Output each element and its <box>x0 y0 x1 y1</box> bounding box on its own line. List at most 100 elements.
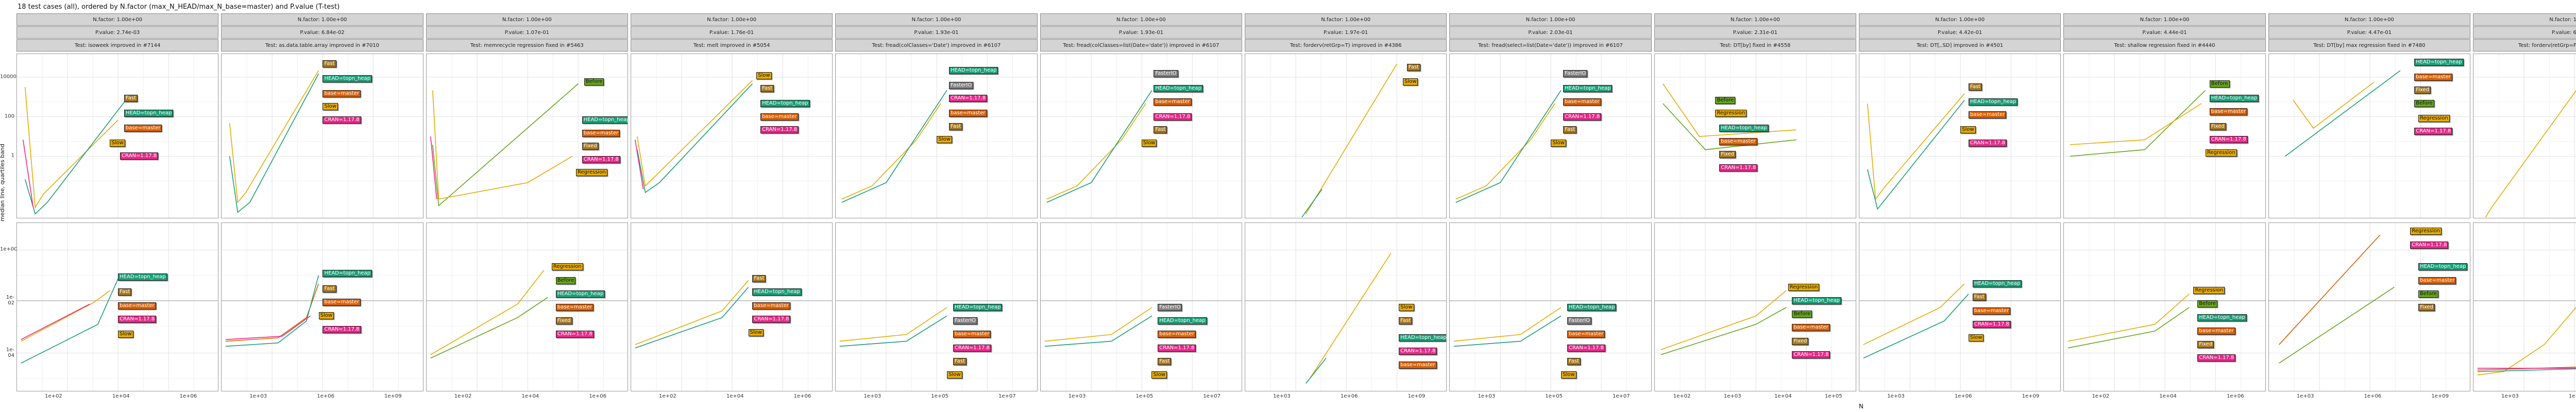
series-label-cran: CRAN=1.17.8 <box>1968 139 2007 147</box>
series-label-fasterio: FasterIO <box>1563 70 1588 78</box>
series-line-cran <box>23 140 34 208</box>
series-label-head: HEAD=topn_heap <box>118 273 167 281</box>
panel-seconds: Slow Fast HEAD=topn_heap CRAN=1.17.8 base=ma… <box>1245 222 1447 391</box>
series-line-regression <box>430 270 544 355</box>
y-tick-label: 1e-02 <box>6 294 14 306</box>
panel-plot <box>17 54 218 218</box>
series-label-before: Before <box>1792 311 1812 318</box>
x-tick-label: 1e+04 <box>2159 393 2177 399</box>
x-tick-label: 1e+04 <box>726 393 744 399</box>
series-line-head <box>229 74 319 213</box>
x-tick-label: 1e+06 <box>317 393 334 399</box>
series-label-base: base=master <box>1563 98 1601 106</box>
series-label-head: HEAD=topn_heap <box>555 290 605 298</box>
x-tick-label: 1e+06 <box>1954 393 1972 399</box>
series-label-fast: Fast <box>953 357 967 365</box>
x-tick-label: 1e+03 <box>2501 393 2519 399</box>
facet-strip-p-value: P.value: 4.47e-01 <box>2268 26 2470 39</box>
series-label-cran: CRAN=1.17.8 <box>582 156 620 163</box>
series-label-head: HEAD=topn_heap <box>2209 95 2259 102</box>
facet-column: N.factor: 1.00e+00 P.value: 4.44e-01 Test:… <box>2063 0 2266 412</box>
series-label-base: base=master <box>2197 327 2235 335</box>
facet-strip-p-value: P.value: 1.97e-01 <box>1245 26 1447 39</box>
series-label-slow: Slow <box>318 312 334 320</box>
panel-seconds: SlowFastbase=masterCRAN=1.17.8HEAD=topn_… <box>2473 222 2576 391</box>
facet-column: N.factor: 1.00e+00 P.value: 4.42e-01 Test:… <box>1859 0 2061 412</box>
series-label-cran: CRAN=1.17.8 <box>760 126 799 134</box>
x-tick-label: 1e+03 <box>1478 393 1496 399</box>
facet-strip-n-factor: N.factor: 1.00e+00 <box>2063 13 2266 26</box>
series-label-base: base=master <box>1567 331 1605 338</box>
panel-seconds: FasterIO HEAD=topn_heap base=master CRAN=1.… <box>1040 222 1242 391</box>
facet-strip-n-factor: N.factor: 1.00e+00 <box>2473 13 2576 26</box>
facet-strip-n-factor: N.factor: 1.00e+00 <box>631 13 833 26</box>
x-tick-label: 1e+09 <box>384 393 402 399</box>
facet-strip-test: Test: isoweek improved in #7144 <box>16 39 219 52</box>
series-label-fast: Fast <box>1154 126 1167 134</box>
x-tick-label: 1e+05 <box>1545 393 1563 399</box>
series-label-fast: Fast <box>1399 317 1413 325</box>
series-label-cran: CRAN=1.17.8 <box>2410 241 2449 249</box>
facet-strip-p-value: P.value: 6.66e-01 <box>2473 26 2576 39</box>
panel-kilobytes: FasterIO HEAD=topn_heap base=master CRAN=1.… <box>1040 54 1242 218</box>
panel-kilobytes: Before HEAD=topn_heap base=master Fixed CRAN… <box>426 54 628 218</box>
series-label-base: base=master <box>1719 138 1757 145</box>
series-label-fixed: Fixed <box>555 317 572 325</box>
facet-column: N.factor: 1.00e+00 P.value: 1.93e-01 Test:… <box>835 0 1038 412</box>
series-label-cran: CRAN=1.17.8 <box>949 95 988 102</box>
facet-strip-test: Test: DT[by] max regression fixed in #74… <box>2268 39 2470 52</box>
series-line-cran <box>226 315 311 340</box>
x-tick-label: 1e+05 <box>1136 393 1154 399</box>
x-tick-label: 1e+07 <box>1203 393 1221 399</box>
series-label-head: HEAD=topn_heap <box>323 270 372 278</box>
x-tick-label: 1e+02 <box>454 393 472 399</box>
series-line-head <box>21 278 118 364</box>
series-line-head <box>2284 70 2401 157</box>
series-line-head <box>1044 315 1152 347</box>
series-line-slow <box>1455 103 1555 200</box>
series-label-fixed: Fixed <box>2418 304 2435 311</box>
series-label-slow: Slow <box>756 72 772 79</box>
y-tick-label: 1e+00 <box>0 246 18 252</box>
series-line-head <box>1863 294 1969 359</box>
facet-strip-test: Test: fread(colClasses=list(Date='date')… <box>1040 39 1242 52</box>
series-line-slow <box>1662 83 1797 137</box>
series-line-head <box>840 315 947 347</box>
series-label-cran: CRAN=1.17.8 <box>752 315 791 323</box>
series-label-regression: Regression <box>1788 283 1820 291</box>
panel-plot <box>631 54 833 218</box>
x-tick-label: 1e+03 <box>1887 393 1905 399</box>
series-label-base: base=master <box>1792 324 1830 332</box>
series-label-cran: CRAN=1.17.8 <box>555 331 594 338</box>
series-label-slow: Slow <box>1551 139 1566 147</box>
series-label-fasterio: FasterIO <box>1158 304 1182 311</box>
series-line-slow <box>1454 307 1562 342</box>
series-line-slow <box>1306 63 1397 214</box>
x-tick-label: 1e+06 <box>2364 393 2382 399</box>
series-label-cran: CRAN=1.17.8 <box>2209 136 2248 144</box>
facet-column: N.factor: 1.00e+00 P.value: 2.31e-01 Test:… <box>1654 0 1856 412</box>
series-label-fast: Fast <box>1968 83 1982 91</box>
series-label-slow: Slow <box>1403 78 1418 86</box>
panel-seconds: Regression HEAD=topn_heap Before base=maste… <box>1654 222 1856 391</box>
series-label-fasterio: FasterIO <box>1154 70 1178 78</box>
series-line-cran <box>430 136 437 199</box>
series-label-fast: Fast <box>323 60 336 68</box>
series-label-head: HEAD=topn_heap <box>1719 125 1769 132</box>
panel-kilobytes: Before Regression HEAD=topn_heap base=maste… <box>1654 54 1856 218</box>
series-label-slow: Slow <box>1968 334 1984 342</box>
facet-column: N.factor: 1.00e+00 P.value: 4.47e-01 Test:… <box>2268 0 2470 412</box>
series-line-head <box>1867 100 1965 210</box>
panel-plot <box>222 223 423 391</box>
series-label-base: base=master <box>2414 73 2452 81</box>
series-label-regression: Regression <box>1715 110 1747 117</box>
facet-strip-p-value: P.value: 1.07e-01 <box>426 26 628 39</box>
panel-plot <box>1654 54 1856 218</box>
facet-strip-n-factor: N.factor: 1.00e+00 <box>1245 13 1447 26</box>
series-label-fasterio: FasterIO <box>953 317 978 325</box>
series-line-before <box>2067 307 2190 349</box>
panel-plot <box>1040 223 1242 391</box>
series-label-slow: Slow <box>1151 371 1167 379</box>
series-label-regression: Regression <box>2205 149 2237 157</box>
series-label-base: base=master <box>582 129 620 137</box>
